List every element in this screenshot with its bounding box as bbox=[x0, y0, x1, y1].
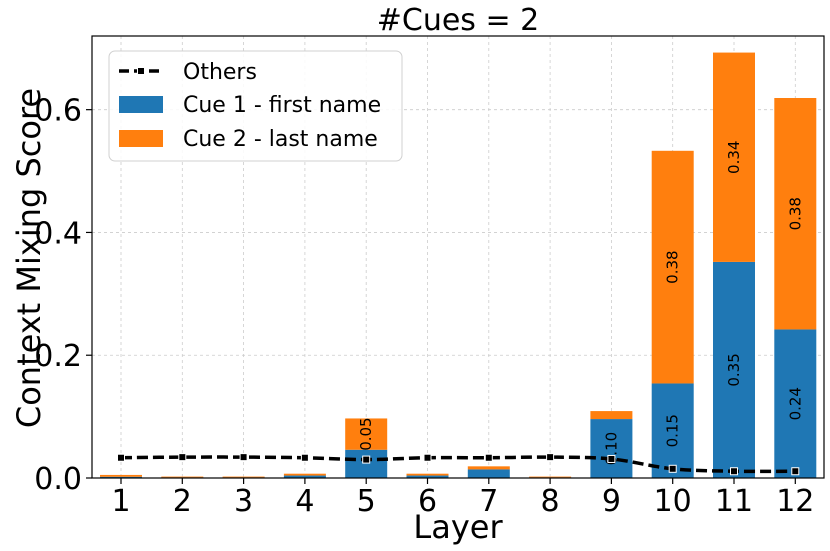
x-tick-label: 5 bbox=[357, 484, 376, 519]
x-tick-label: 9 bbox=[602, 484, 621, 519]
plot-frame bbox=[91, 35, 825, 479]
bar-label-cue-1: 0.15 bbox=[664, 414, 682, 447]
others-line bbox=[117, 453, 800, 476]
x-tick-label: 7 bbox=[479, 484, 498, 519]
legend-label-others: Others bbox=[183, 60, 257, 85]
bar-cue-1 bbox=[100, 476, 142, 478]
bar-cue-2 bbox=[283, 473, 326, 476]
others-line-point bbox=[423, 453, 432, 462]
legend-item-cue-2: Cue 2 - last name bbox=[119, 127, 378, 152]
y-tick-label: 0.2 bbox=[34, 339, 82, 374]
others-line-point bbox=[239, 453, 248, 462]
bar-cue-1 bbox=[283, 475, 326, 478]
legend-label-cue-1: Cue 1 - first name bbox=[183, 93, 381, 118]
chart-title: #Cues = 2 bbox=[377, 3, 539, 38]
others-line-point bbox=[362, 455, 371, 464]
x-tick-label: 6 bbox=[418, 484, 437, 519]
others-line-point bbox=[484, 453, 493, 462]
x-tick-label: 4 bbox=[295, 484, 314, 519]
bar-label-cue-2: 0.38 bbox=[786, 197, 804, 230]
others-line-point bbox=[607, 454, 616, 463]
bar-label-cue-2: 0.38 bbox=[664, 250, 682, 283]
others-line-point bbox=[178, 453, 187, 462]
others-line-path bbox=[120, 455, 796, 474]
bar-cue-1 bbox=[345, 449, 388, 478]
legend-cue-1-swatch bbox=[119, 96, 163, 113]
bar-value-labels: 0.05 0.100.150.380.350.340.240.38 bbox=[357, 141, 804, 466]
bar-cue-1 bbox=[651, 383, 694, 478]
others-line-point bbox=[546, 453, 555, 462]
bar-cue-2 bbox=[529, 476, 572, 478]
others-line-point bbox=[791, 467, 800, 476]
y-tick-label: 0.0 bbox=[34, 462, 82, 497]
legend-cue-2-swatch bbox=[119, 130, 163, 147]
y-axis-label: Context Mixing Score bbox=[10, 88, 48, 428]
bar-cue-2 bbox=[467, 466, 510, 470]
bar-cue-1 bbox=[467, 469, 510, 478]
others-line-point bbox=[730, 467, 738, 476]
bar-cue-2 bbox=[222, 476, 265, 478]
x-tick-label: 2 bbox=[173, 484, 192, 519]
others-line-point bbox=[300, 453, 309, 462]
bar-cue-2 bbox=[406, 473, 449, 476]
x-tick-label: 10 bbox=[654, 484, 692, 519]
y-tick-label: 0.4 bbox=[34, 216, 82, 251]
bar-cue-1 bbox=[590, 419, 633, 478]
x-tick-label: 11 bbox=[715, 484, 753, 519]
bar-cue-2 bbox=[713, 52, 755, 262]
x-tick-label: 1 bbox=[111, 484, 130, 519]
y-axis-ticks: 0.0 0.2 0.4 0.6 bbox=[34, 94, 92, 497]
x-axis-ticks: 1 2 3 4 5 6 7 8 9 10 11 12 bbox=[111, 478, 814, 519]
bar-label-cue-1: 0.35 bbox=[725, 353, 743, 386]
legend-label-cue-2: Cue 2 - last name bbox=[183, 127, 378, 152]
bar-cue-2 bbox=[345, 418, 388, 450]
bar-cue-1 bbox=[713, 261, 755, 478]
legend-others-marker bbox=[137, 67, 145, 75]
y-tick-label: 0.6 bbox=[34, 94, 82, 129]
bar-cue-1 bbox=[774, 329, 817, 478]
bars bbox=[100, 52, 817, 478]
legend-item-others: Others bbox=[119, 60, 257, 85]
legend-box bbox=[108, 50, 403, 162]
bar-cue-1 bbox=[406, 475, 449, 478]
x-axis-label: Layer bbox=[413, 508, 503, 546]
legend-item-cue-1: Cue 1 - first name bbox=[119, 93, 381, 118]
others-line-point bbox=[117, 453, 125, 462]
others-line-point bbox=[668, 464, 677, 473]
bar-cue-2 bbox=[590, 411, 633, 420]
bar-cue-2 bbox=[100, 474, 142, 477]
bar-cue-2 bbox=[161, 476, 204, 478]
legend: Others Cue 1 - first name Cue 2 - last n… bbox=[108, 50, 403, 162]
bar-label-cue-1: 0.24 bbox=[786, 387, 804, 420]
bar-label-cue-2: 0.05 bbox=[357, 417, 375, 450]
bar-label-cue-2: 0.34 bbox=[725, 141, 743, 174]
x-tick-label: 8 bbox=[541, 484, 560, 519]
x-tick-label: 3 bbox=[234, 484, 253, 519]
bar-cue-2 bbox=[774, 98, 817, 330]
x-tick-label: 12 bbox=[776, 484, 814, 519]
bar-cue-2 bbox=[651, 150, 694, 384]
